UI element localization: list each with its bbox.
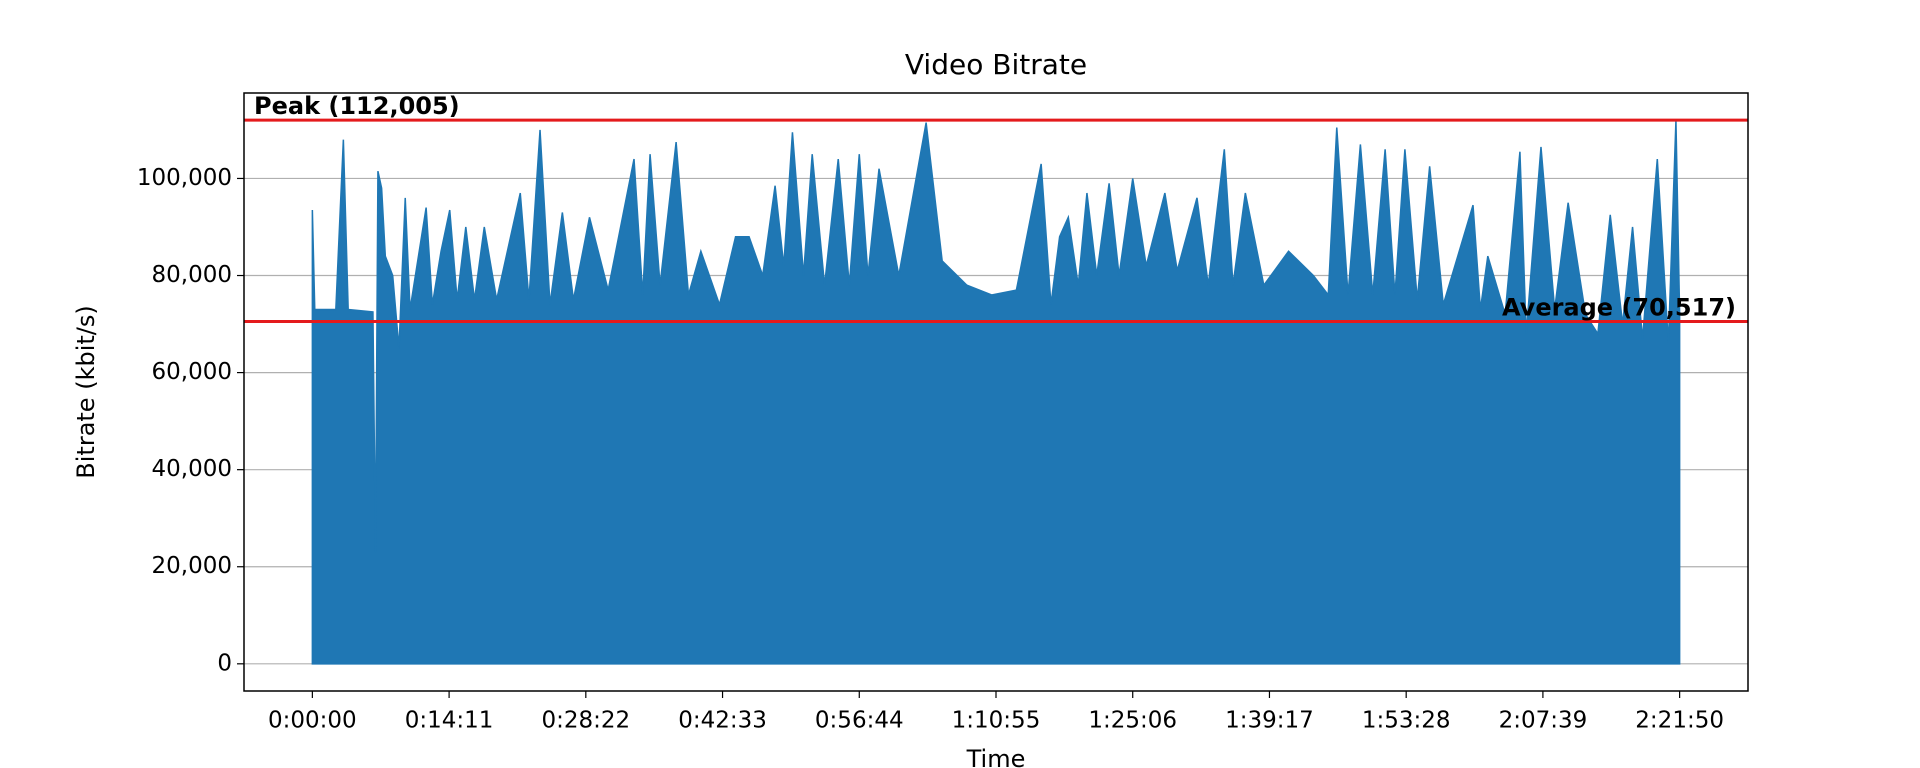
plot-frame [243,92,1749,692]
x-tick-label: 1:10:55 [952,708,1041,734]
reference-label: Average (70,517) [1502,294,1736,322]
x-tick-label: 0:42:33 [678,708,767,734]
y-tick-label: 100,000 [137,165,232,191]
y-tick-label: 80,000 [152,262,232,288]
y-tick-label: 60,000 [152,359,232,385]
chart-title: Video Bitrate [905,48,1087,81]
y-tick-label: 20,000 [152,553,232,579]
y-tick-label: 0 [217,650,232,676]
x-tick-label: 1:25:06 [1088,708,1177,734]
x-tick-label: 2:21:50 [1635,708,1724,734]
reference-label: Peak (112,005) [254,92,460,120]
y-axis-label: Bitrate (kbit/s) [72,305,100,478]
x-axis-label: Time [966,745,1026,768]
x-tick-label: 1:53:28 [1362,708,1451,734]
x-tick-label: 2:07:39 [1499,708,1588,734]
x-tick-label: 0:14:11 [405,708,494,734]
area [311,120,1681,665]
x-tick-label: 0:00:00 [268,708,357,734]
x-tick-label: 0:28:22 [541,708,630,734]
x-tick-label: 0:56:44 [815,708,904,734]
y-tick-label: 40,000 [152,456,232,482]
x-tick-label: 1:39:17 [1225,708,1314,734]
